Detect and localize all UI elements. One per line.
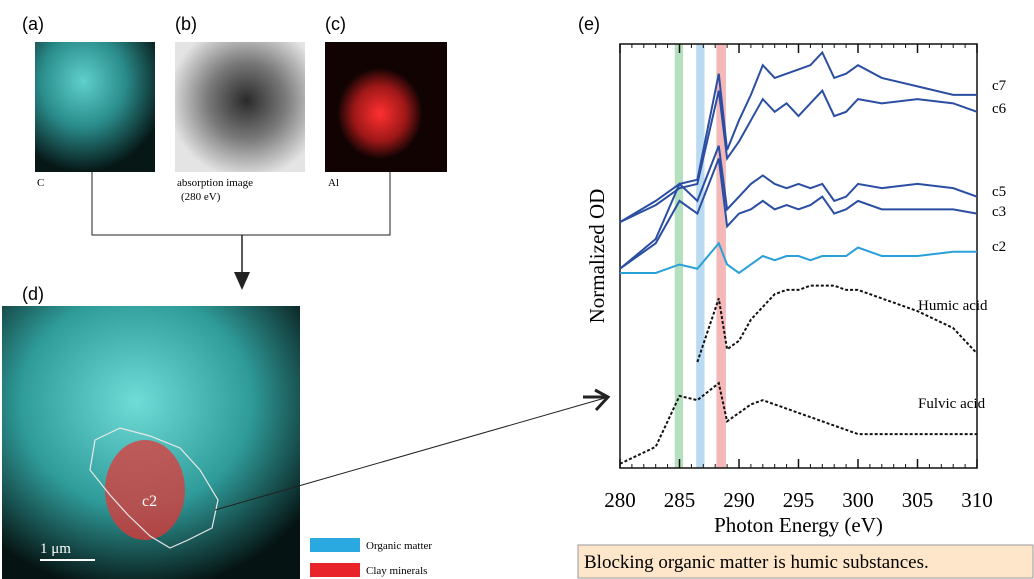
- arrow-head: [234, 272, 250, 290]
- zoom-line: [214, 397, 606, 511]
- series-label: Fulvic acid: [918, 396, 986, 412]
- region-label: c2: [142, 493, 157, 510]
- band: [674, 44, 684, 468]
- x-tick-label: 310: [961, 488, 993, 512]
- spectrum-line: [619, 145, 978, 270]
- x-tick-label: 305: [902, 488, 934, 512]
- panel-label: (e): [578, 14, 600, 34]
- x-tick-label: 295: [783, 488, 815, 512]
- panel-label: (b): [175, 14, 197, 34]
- spectrum-line: [619, 158, 978, 270]
- x-axis-title: Photon Energy (eV): [714, 513, 883, 537]
- spectrum-line: [619, 381, 977, 465]
- legend-swatch: [310, 538, 360, 552]
- x-tick-label: 280: [604, 488, 636, 512]
- spectrum-line: [619, 88, 978, 223]
- series-label: c2: [992, 239, 1006, 255]
- series-label: c5: [992, 184, 1006, 200]
- panel-label: (a): [22, 14, 44, 34]
- series-label: c6: [992, 101, 1007, 117]
- caption: (280 eV): [181, 191, 221, 203]
- caption: Al: [328, 177, 339, 189]
- x-tick-label: 300: [842, 488, 874, 512]
- caption: absorption image: [177, 177, 253, 189]
- panel-label: (d): [22, 284, 44, 304]
- caption: C: [37, 177, 44, 189]
- conclusion-box: [577, 544, 1034, 579]
- band: [716, 44, 726, 468]
- legend: Organic matter Clay minerals: [310, 538, 432, 577]
- y-axis-title: Normalized OD: [585, 189, 609, 324]
- zoom-arrow: [583, 388, 611, 412]
- series-label: Humic acid: [918, 298, 988, 314]
- x-tick-label: 290: [723, 488, 755, 512]
- legend-label: Clay minerals: [366, 565, 427, 577]
- series-label: c3: [992, 204, 1006, 220]
- region-outline: [89, 427, 219, 549]
- clay-region: [105, 440, 185, 540]
- image-absorption: [175, 42, 305, 172]
- x-tick-label: 285: [664, 488, 696, 512]
- spectrum-line: [619, 50, 977, 223]
- band: [696, 44, 705, 468]
- panel-label: (c): [325, 14, 346, 34]
- legend-label: Organic matter: [366, 540, 432, 552]
- image-c: [35, 42, 155, 172]
- image-al: [325, 42, 447, 172]
- conclusion: Blocking organic matter is humic substan…: [584, 552, 929, 573]
- scale-label: 1 μm: [40, 541, 71, 557]
- legend-swatch: [310, 563, 360, 577]
- spectra-chart: (e) 280 285 290 295 300 305 310 Photon Energy (e…: [578, 14, 1007, 537]
- series-label: c7: [992, 78, 1007, 94]
- spectrum-line: [620, 241, 977, 275]
- connector: [91, 172, 391, 236]
- spectrum-line: [696, 284, 978, 363]
